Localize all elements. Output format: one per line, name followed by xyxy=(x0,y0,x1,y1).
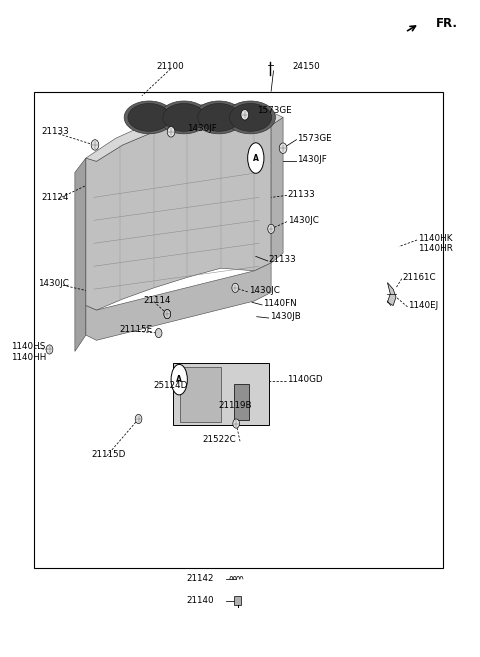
Text: 1430JC: 1430JC xyxy=(249,286,279,295)
Text: 25124D: 25124D xyxy=(153,381,187,390)
Text: 21140: 21140 xyxy=(186,596,214,605)
Text: 21142: 21142 xyxy=(186,574,214,583)
Text: 1430JF: 1430JF xyxy=(298,155,327,164)
Text: 21115E: 21115E xyxy=(120,325,153,334)
Text: 21100: 21100 xyxy=(157,62,184,71)
Text: 1140HS: 1140HS xyxy=(11,342,46,351)
Text: 1430JC: 1430JC xyxy=(288,215,319,225)
Text: A: A xyxy=(176,375,182,384)
Ellipse shape xyxy=(248,143,264,173)
Bar xyxy=(180,367,221,422)
Ellipse shape xyxy=(128,103,170,131)
Text: 21133: 21133 xyxy=(269,255,297,264)
Text: 1430JC: 1430JC xyxy=(38,279,69,288)
Circle shape xyxy=(46,345,53,354)
Text: 1573GE: 1573GE xyxy=(257,106,291,116)
Text: 1140FN: 1140FN xyxy=(263,299,297,308)
Polygon shape xyxy=(75,158,86,351)
Text: 21522C: 21522C xyxy=(203,436,237,444)
Bar xyxy=(234,384,249,420)
Text: 1140GD: 1140GD xyxy=(287,375,323,384)
Circle shape xyxy=(268,224,275,233)
Text: 1573GE: 1573GE xyxy=(298,134,332,143)
Text: 1140EJ: 1140EJ xyxy=(408,301,439,310)
Bar xyxy=(234,596,241,605)
Ellipse shape xyxy=(229,103,272,131)
Ellipse shape xyxy=(194,101,244,134)
Polygon shape xyxy=(271,118,283,263)
Text: 24150: 24150 xyxy=(293,62,320,71)
Text: 1430JB: 1430JB xyxy=(270,312,300,321)
Ellipse shape xyxy=(124,101,174,134)
Polygon shape xyxy=(86,116,271,310)
Text: 1140HR: 1140HR xyxy=(418,244,453,253)
Circle shape xyxy=(156,328,162,338)
Circle shape xyxy=(164,309,170,319)
Circle shape xyxy=(232,283,239,292)
Circle shape xyxy=(167,127,175,137)
Text: 1140HK: 1140HK xyxy=(418,233,453,242)
Text: 21124: 21124 xyxy=(41,193,69,202)
Bar xyxy=(173,363,269,425)
Ellipse shape xyxy=(163,103,205,131)
Text: 21119B: 21119B xyxy=(218,401,252,411)
Text: 21133: 21133 xyxy=(288,190,316,198)
Circle shape xyxy=(233,419,240,428)
Ellipse shape xyxy=(226,101,276,134)
Text: A: A xyxy=(253,154,259,162)
Text: 1140HH: 1140HH xyxy=(11,353,47,362)
Text: 21133: 21133 xyxy=(41,127,69,136)
Ellipse shape xyxy=(198,103,240,131)
Text: 21161C: 21161C xyxy=(403,273,436,282)
Text: 21115D: 21115D xyxy=(92,450,126,459)
Text: 21114: 21114 xyxy=(144,296,171,305)
Bar xyxy=(34,93,444,568)
Circle shape xyxy=(135,415,142,424)
Ellipse shape xyxy=(159,101,209,134)
Ellipse shape xyxy=(171,365,187,395)
Text: 1430JF: 1430JF xyxy=(187,124,217,133)
Circle shape xyxy=(91,140,99,150)
Polygon shape xyxy=(387,283,396,306)
Polygon shape xyxy=(86,102,283,162)
Text: FR.: FR. xyxy=(436,17,458,30)
Circle shape xyxy=(241,110,249,120)
Circle shape xyxy=(164,309,170,319)
Circle shape xyxy=(279,143,287,154)
Polygon shape xyxy=(86,263,271,340)
